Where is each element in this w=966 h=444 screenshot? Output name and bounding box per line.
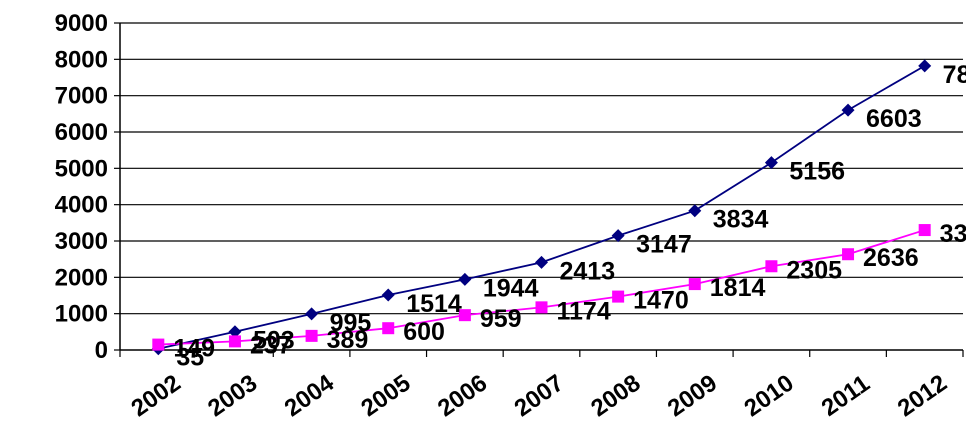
- series-1-label-2005: 600: [403, 318, 445, 346]
- series-1-point-2008: [612, 290, 625, 303]
- series-0-label-2005: 1514: [406, 290, 462, 318]
- labels: 35 503 995 1514 1944 2413 3147 3834 5156 6603 7820…: [173, 61, 966, 372]
- series-0-label-2003: 503: [253, 327, 295, 355]
- series-0-label-2012: 7820: [943, 61, 966, 89]
- series-0-point-2005: [381, 288, 395, 302]
- ytick-label-5000: 5000: [55, 155, 108, 182]
- series-1-point-2007: [535, 301, 548, 314]
- xtick-label-2008: 2008: [586, 369, 645, 422]
- series-0-label-2011: 6603: [866, 105, 922, 133]
- series-0-label-2006: 1944: [483, 274, 539, 302]
- xtick-label-2002: 2002: [126, 369, 185, 422]
- series-1-label-2004: 389: [327, 326, 369, 354]
- series-1-point-2011: [842, 248, 855, 261]
- series-0-point-2007: [535, 255, 548, 269]
- series-1-point-2010: [765, 260, 778, 273]
- series-0-point-2010: [764, 156, 778, 170]
- series-1-label-2010: 2305: [786, 256, 842, 284]
- gridlines: [120, 22, 963, 315]
- series-1-point-2002: [152, 338, 165, 351]
- series-0-label-2008: 3147: [636, 231, 692, 259]
- series-1-label-2008: 1470: [633, 287, 689, 315]
- series-0-label-2009: 3834: [713, 206, 769, 234]
- series-1-label-2003: 237: [250, 331, 292, 359]
- series-1-point-2003: [228, 335, 241, 348]
- ytick-label-1000: 1000: [55, 301, 108, 328]
- series-1-label-2006: 959: [480, 305, 522, 333]
- series-0-label-2007: 2413: [560, 257, 616, 285]
- series-0-point-2011: [841, 103, 855, 117]
- xtick-label-2003: 2003: [203, 369, 262, 422]
- series-1-label-2009: 1814: [710, 274, 766, 302]
- series-0-point-2008: [611, 229, 625, 243]
- series-1-point-2009: [688, 278, 701, 291]
- xtick-label-2010: 2010: [739, 369, 798, 422]
- series-0-point-2012: [918, 59, 932, 73]
- ytick-label-4000: 4000: [55, 192, 108, 219]
- xtick-label-2011: 2011: [817, 370, 875, 422]
- xtick-label-2006: 2006: [433, 369, 492, 422]
- series-0-label-2010: 5156: [789, 158, 845, 186]
- ytick-label-0: 0: [95, 337, 108, 364]
- xtick-label-2007: 2007: [510, 369, 569, 422]
- series-0-point-2003: [228, 325, 242, 339]
- series-0-label-2002: 35: [176, 344, 204, 372]
- series-1-point-2012: [918, 224, 931, 237]
- series-1-point-2005: [382, 322, 395, 335]
- series-1-label-2012: 3301: [940, 220, 966, 248]
- series-1-label-2002: 149: [173, 335, 215, 363]
- series-1-point-2006: [458, 309, 471, 322]
- xtick-label-2012: 2012: [893, 369, 952, 422]
- series-0-point-2006: [458, 272, 472, 286]
- series-0-label-2004: 995: [330, 309, 372, 337]
- ytick-label-8000: 8000: [55, 46, 108, 73]
- series-1-point-2004: [305, 329, 318, 342]
- ytick-label-7000: 7000: [55, 83, 108, 110]
- series-0-point-2009: [688, 204, 702, 218]
- series-1-label-2011: 2636: [863, 244, 919, 272]
- ytick-label-6000: 6000: [55, 119, 108, 146]
- ytick-label-9000: 9000: [55, 10, 108, 37]
- xtick-label-2005: 2005: [356, 369, 415, 422]
- series-0-point-2004: [305, 307, 319, 321]
- ytick-label-3000: 3000: [55, 228, 108, 255]
- series-1-label-2007: 1174: [557, 297, 611, 325]
- ytick-label-2000: 2000: [55, 264, 108, 291]
- series: [151, 59, 932, 356]
- xtick-label-2009: 2009: [663, 369, 722, 422]
- xtick-label-2004: 2004: [280, 369, 340, 422]
